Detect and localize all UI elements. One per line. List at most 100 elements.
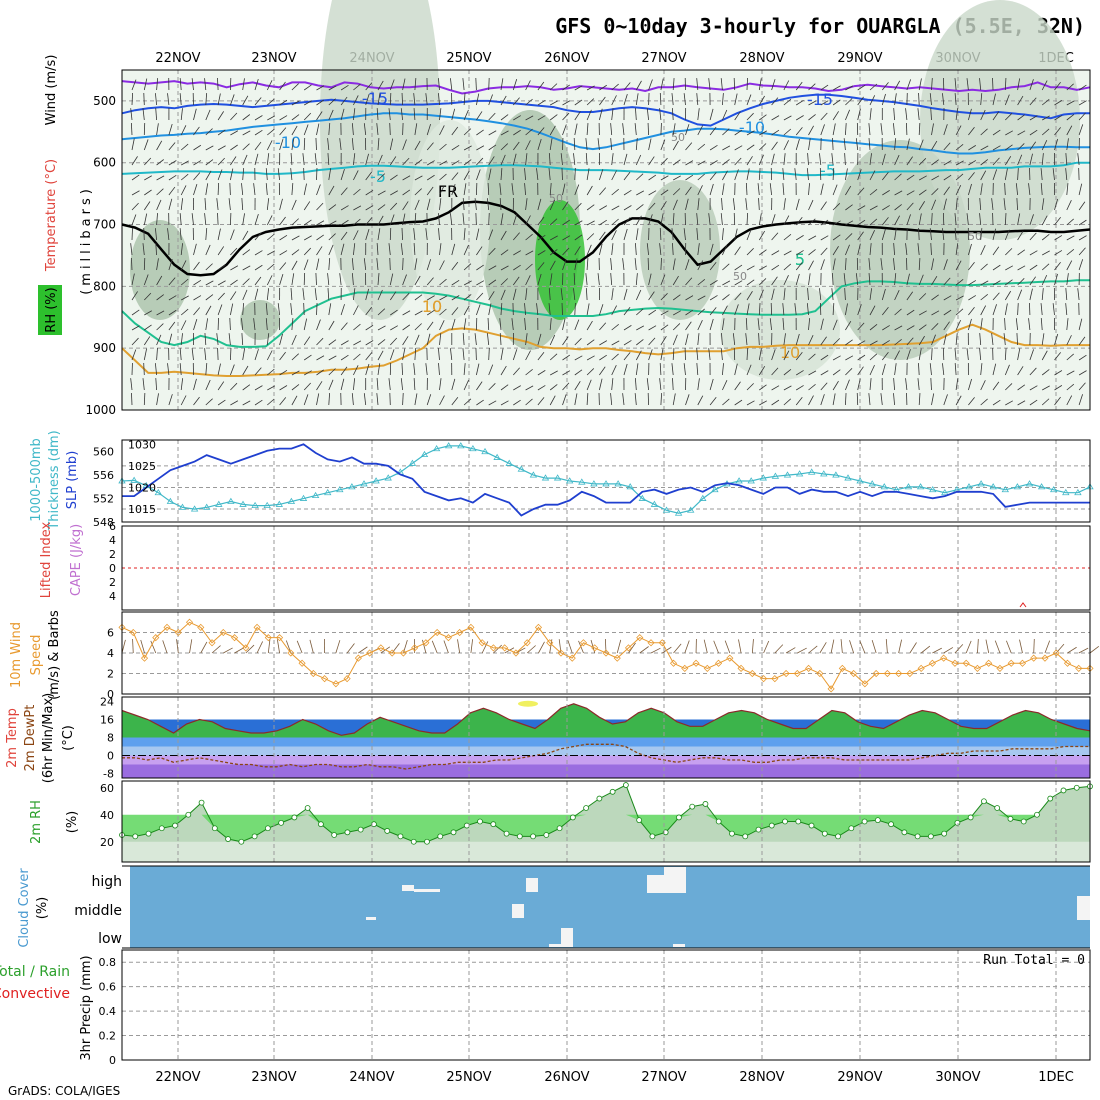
wind-barb: [400, 378, 403, 391]
thickness-point: [202, 503, 211, 510]
wind-barb: [277, 168, 280, 181]
wind-barb: [869, 83, 878, 91]
wind-barb: [696, 78, 699, 91]
wind-barb: [314, 288, 317, 301]
thickness-point: [505, 459, 513, 466]
wind-barb: [303, 318, 308, 331]
wind-barb: [328, 204, 337, 211]
date-label-top: 28NOV: [739, 51, 784, 66]
wind-barb: [855, 273, 859, 286]
temp2m-tick: 16: [100, 714, 114, 727]
wind10m-barb: [470, 639, 474, 654]
wind-barb: [463, 228, 466, 241]
wind-barb: [267, 128, 275, 136]
thickness-point: [1049, 486, 1058, 493]
wind-barb: [623, 153, 628, 166]
cloud-patch: [414, 889, 440, 892]
wind-barb: [771, 79, 776, 91]
wind-barb: [474, 333, 477, 346]
wind-barb: [599, 187, 607, 196]
wind-barb: [745, 198, 748, 211]
wind-barb: [548, 153, 551, 166]
wind-barb: [1028, 318, 1031, 331]
wind-barb: [906, 325, 915, 331]
wind-barb: [685, 277, 693, 286]
wind-barb: [758, 289, 764, 301]
wind-barb: [894, 190, 903, 196]
wind-barb: [217, 363, 221, 376]
wind-barb: [771, 214, 776, 226]
wind-barb: [966, 348, 969, 361]
wind-barb: [611, 353, 619, 361]
wind-barb: [548, 288, 551, 301]
wind-barb: [389, 291, 397, 301]
wind-barb: [179, 348, 182, 361]
wind-barb: [402, 336, 409, 346]
wind-barb: [1017, 168, 1019, 181]
wind-barb: [672, 199, 678, 211]
wind-barb: [562, 247, 570, 256]
wind-barb: [1041, 153, 1044, 166]
thickness-point: [299, 494, 308, 501]
wind-barb: [931, 159, 939, 166]
cloud-patch: [366, 917, 376, 920]
wind-barb: [537, 262, 545, 271]
thickness-point: [578, 478, 586, 485]
wind-barb: [881, 93, 886, 106]
wind-barb: [868, 393, 871, 406]
wind-barb: [745, 183, 748, 196]
wind-barb: [339, 138, 342, 151]
wind-barb: [499, 183, 502, 196]
wind-barb: [758, 230, 766, 241]
wind-barb: [254, 141, 262, 151]
lifted-index-tick: 2: [109, 576, 116, 589]
wind-barb: [1029, 349, 1034, 361]
rh2m-point: [888, 821, 894, 828]
wind-barb: [918, 348, 922, 361]
wind-barb: [230, 112, 238, 121]
wind-barb: [488, 247, 496, 256]
date-label-top: 26NOV: [544, 51, 589, 66]
wind-barb: [820, 354, 829, 361]
wind-barb: [708, 348, 711, 361]
thickness-point: [638, 494, 647, 501]
series-slp: [122, 443, 1090, 517]
wind10m-frame: [121, 611, 1091, 695]
wind-barb: [659, 363, 662, 376]
wind-barb: [365, 352, 373, 361]
wind-barb: [955, 243, 959, 256]
wind-barb: [439, 320, 445, 331]
rh2m-point: [410, 838, 417, 845]
wind-barb: [882, 340, 890, 346]
wind-barb: [511, 318, 514, 331]
wind-barb: [943, 174, 952, 181]
wind-barb: [672, 348, 675, 361]
wind-barb: [242, 130, 251, 136]
wind10m-barb: [849, 640, 855, 654]
wind-barb: [156, 348, 158, 361]
wind-barb: [402, 274, 407, 286]
wind-barb: [697, 108, 700, 121]
wind-barb: [734, 363, 738, 376]
wind-barb: [353, 83, 361, 91]
wind-barb: [402, 258, 404, 271]
wind-barb: [291, 235, 300, 241]
wind-barb: [377, 289, 383, 301]
thickness-label-1: 1000-500mb: [29, 438, 44, 522]
date-label-bottom: 23NOV: [251, 1070, 296, 1085]
wind-barb: [439, 295, 448, 301]
rh2m-point: [1020, 818, 1027, 825]
wind-barb: [512, 79, 518, 91]
wind-barb: [426, 259, 432, 271]
wind-barb: [439, 160, 448, 166]
wind-barb: [168, 309, 177, 316]
wind-barb: [562, 201, 569, 211]
wind-barb: [377, 363, 381, 376]
wind-barb: [451, 307, 459, 316]
wind-barb: [437, 348, 440, 361]
wind-barb: [377, 308, 386, 316]
wind-barb: [1065, 288, 1068, 301]
wind-barb: [438, 213, 440, 226]
wind-barb: [426, 142, 434, 151]
rh2m-point: [848, 825, 855, 832]
